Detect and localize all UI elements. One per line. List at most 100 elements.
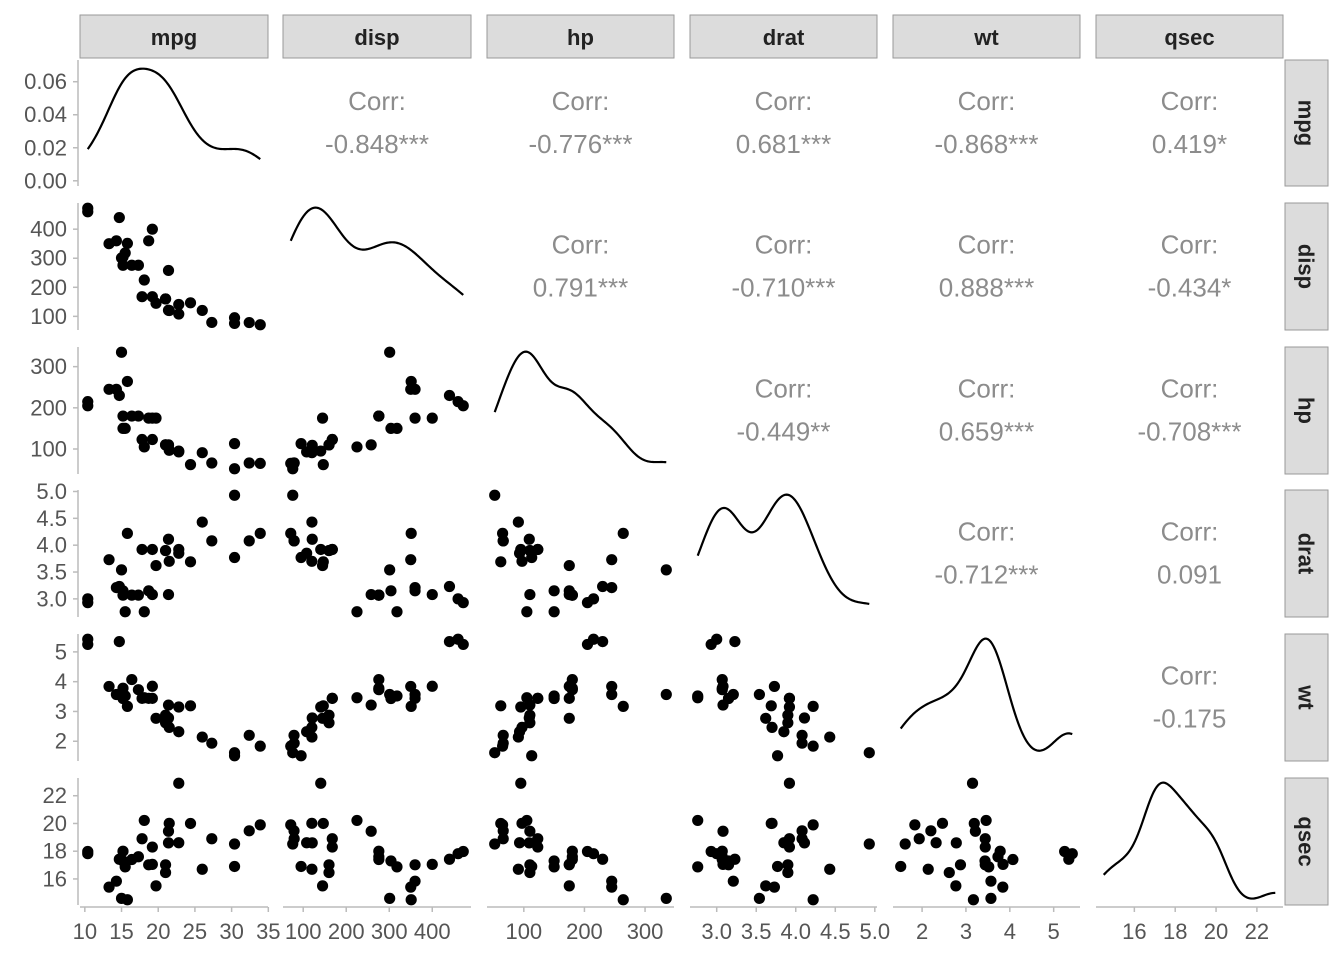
point-qsec-drat (824, 863, 836, 875)
point-qsec-drat (796, 825, 808, 837)
y-tick-label-wt: 5 (55, 639, 67, 664)
panel-hp-wt: Corr: 0.659*** (939, 374, 1034, 447)
point-wt-disp (326, 692, 338, 704)
x-tick-label-drat: 5.0 (860, 919, 891, 944)
point-wt-hp (512, 731, 524, 743)
corr-heading: Corr: (958, 230, 1016, 260)
point-qsec-hp (563, 858, 575, 870)
point-drat-hp (597, 580, 609, 593)
point-qsec-disp (409, 859, 421, 871)
point-drat-hp (495, 556, 507, 568)
x-tick-label-mpg: 10 (73, 919, 97, 944)
point-drat-disp (443, 580, 456, 593)
point-wt-drat (717, 680, 729, 692)
point-qsec-mpg (163, 817, 175, 829)
corr-heading: Corr: (755, 86, 813, 116)
point-disp-mpg (196, 304, 208, 317)
panel-disp-qsec: Corr: -0.434* (1148, 230, 1232, 303)
point-qsec-disp (306, 817, 318, 829)
point-hp-mpg (136, 433, 148, 446)
point-wt-drat (796, 729, 808, 741)
strip-row-hp (1284, 346, 1329, 475)
point-qsec-drat (766, 817, 778, 829)
point-qsec-drat (783, 841, 796, 853)
point-qsec-mpg (150, 880, 162, 892)
bottom-axis: 10 15 20 25 30 35 100 200 300 400 100 200 300 3.0 3.5 4… (73, 906, 1283, 944)
corr-value-disp-hp: 0.791*** (533, 273, 628, 303)
point-wt-drat (771, 750, 784, 762)
point-drat-hp (515, 543, 527, 556)
point-wt-disp (426, 680, 438, 692)
x-tick-label-mpg: 25 (183, 919, 207, 944)
panel-mpg-qsec: Corr: 0.419* (1152, 86, 1227, 159)
panel-wt-drat (692, 633, 875, 762)
point-hp-disp (316, 412, 329, 424)
point-disp-mpg (82, 206, 94, 218)
point-wt-drat (807, 700, 819, 712)
panel-wt-mpg (82, 633, 266, 762)
point-qsec-wt (943, 866, 955, 879)
point-qsec-wt (968, 817, 980, 830)
left-axis: 0.00 0.02 0.04 0.06 100 200 300 400 100 200 300 3.0… (24, 60, 79, 905)
point-drat-mpg (163, 555, 175, 567)
corr-value-disp-drat: -0.710*** (731, 273, 835, 303)
point-wt-mpg (150, 712, 162, 724)
point-qsec-drat (692, 861, 704, 873)
point-wt-hp (617, 700, 629, 712)
point-drat-disp (306, 516, 318, 528)
point-drat-disp (351, 606, 363, 618)
point-qsec-wt (994, 845, 1006, 857)
point-qsec-drat (692, 814, 704, 827)
strip-col-wt (892, 14, 1081, 59)
point-drat-mpg (146, 588, 158, 601)
point-qsec-disp (405, 894, 417, 906)
x-tick-label-qsec: 16 (1122, 919, 1146, 944)
x-tick-label-qsec: 20 (1204, 919, 1228, 944)
point-qsec-mpg (146, 858, 158, 870)
point-wt-mpg (132, 684, 144, 696)
point-drat-disp (405, 554, 417, 566)
panel-disp-hp: Corr: 0.791*** (533, 230, 628, 303)
point-drat-hp (524, 588, 536, 601)
corr-heading: Corr: (1161, 661, 1219, 691)
point-wt-disp (452, 633, 464, 645)
point-qsec-wt (950, 880, 962, 892)
point-qsec-wt (997, 881, 1009, 893)
point-drat-disp (326, 543, 338, 556)
point-disp-mpg (136, 291, 148, 303)
corr-heading: Corr: (1161, 517, 1219, 547)
x-tick-label-drat: 3.5 (741, 919, 772, 944)
point-wt-disp (315, 701, 327, 713)
point-drat-hp (617, 527, 629, 539)
point-qsec-mpg (228, 860, 241, 873)
point-drat-mpg (121, 527, 133, 539)
row-strips: mpg disp hp drat wt qsec (1284, 59, 1329, 906)
point-wt-disp (351, 692, 363, 704)
strip-label-col-qsec: qsec (1164, 25, 1214, 50)
panel-mpg-mpg (86, 67, 261, 161)
point-qsec-hp (548, 855, 560, 867)
point-qsec-hp (606, 881, 618, 893)
x-tick-label-drat: 4.5 (820, 919, 851, 944)
point-hp-disp (384, 346, 396, 358)
y-tick-label-disp: 200 (30, 275, 67, 300)
y-tick-label-qsec: 22 (43, 783, 67, 808)
point-qsec-mpg (115, 892, 128, 904)
point-wt-disp (295, 750, 307, 762)
point-disp-mpg (173, 308, 185, 320)
y-tick-label-wt: 4 (55, 669, 67, 694)
point-qsec-drat (711, 848, 723, 860)
corr-value-mpg-wt: -0.868*** (934, 129, 1038, 159)
strip-label-col-mpg: mpg (151, 25, 197, 50)
point-drat-disp (287, 489, 299, 501)
point-wt-drat (824, 731, 836, 743)
point-qsec-disp (306, 837, 318, 849)
point-drat-hp (523, 533, 535, 545)
point-drat-mpg (138, 606, 150, 618)
point-wt-mpg (115, 688, 128, 701)
point-qsec-drat (782, 859, 794, 871)
x-tick-label-disp: 200 (328, 919, 365, 944)
point-drat-disp (306, 533, 318, 545)
point-wt-hp (548, 692, 560, 705)
point-wt-disp (306, 712, 318, 724)
